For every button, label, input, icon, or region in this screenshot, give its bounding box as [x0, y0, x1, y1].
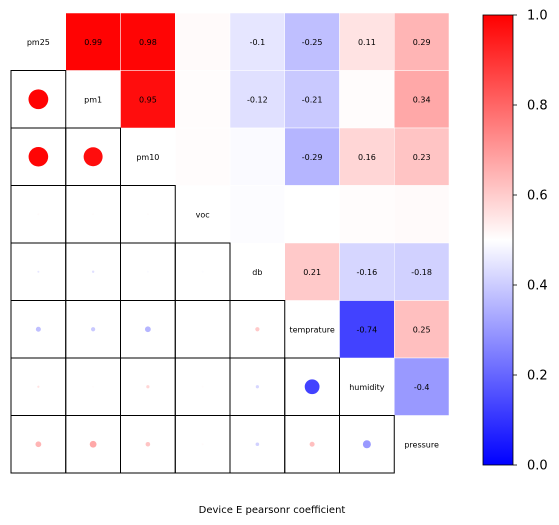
value-label-pm25-db: -0.1: [250, 38, 266, 47]
heat-cell-pm25-pressure: [394, 12, 450, 71]
heat-cell-voc-pressure: [394, 185, 450, 244]
colorbar-tick-label-0.0: 0.0: [527, 459, 548, 474]
corr-circle-pressure-db: [255, 442, 260, 447]
variable-label-pm1: pm1: [84, 95, 102, 104]
variable-label-pressure: pressure: [404, 440, 439, 449]
value-label-db-pressure: -0.18: [411, 268, 432, 277]
corr-circle-humidity-voc: [201, 385, 204, 388]
x-axis-label: Device E pearsonr coefficient: [199, 505, 346, 516]
heat-cell-temprature-pressure: [394, 300, 450, 359]
corr-circle-temprature-pm1: [91, 327, 96, 332]
colorbar-tick-label-0.6: 0.6: [527, 189, 548, 204]
heat-cell-humidity-pressure: [394, 357, 450, 416]
variable-label-temprature: temprature: [289, 325, 334, 334]
corr-circle-temprature-pm10: [144, 326, 151, 333]
corr-circle-pressure-pm25: [35, 441, 42, 448]
corr-circle-db-voc: [201, 270, 204, 273]
value-label-db-temprature: 0.21: [303, 268, 321, 277]
value-label-pm1-pressure: 0.34: [413, 95, 431, 104]
value-label-pm25-pm1: 0.99: [84, 38, 102, 47]
matrix-area: 0.99 0.98 -0.1 -0.25 0.11 0.29 0.95 -0.12 -0.21 0…: [10, 12, 450, 474]
value-label-pm1-temprature: -0.21: [302, 95, 323, 104]
heat-cell-pm1-voc: [175, 70, 231, 129]
corr-circle-db-pm25: [37, 270, 40, 273]
variable-label-voc: voc: [196, 210, 210, 219]
corr-circle-humidity-pm10: [146, 385, 150, 389]
corr-circle-pressure-pm10: [145, 441, 151, 447]
colorbar-gradient: [482, 14, 514, 466]
value-label-pm25-pm10: 0.98: [139, 38, 157, 47]
corr-circle-db-pm1: [91, 270, 95, 273]
heat-cell-pm10-db: [229, 127, 285, 186]
corr-circle-voc-pm1: [92, 213, 95, 216]
value-label-pm1-pm10: 0.95: [139, 95, 157, 104]
value-label-pm25-temprature: -0.25: [302, 38, 323, 47]
lower-cell-pressure-humidity: [339, 415, 395, 474]
corr-circle-temprature-db: [255, 327, 260, 332]
heat-cell-db-humidity: [339, 242, 395, 301]
value-label-pm10-temprature: -0.29: [302, 153, 323, 162]
heat-cell-pm25-pm1: [65, 12, 121, 71]
value-label-pm10-humidity: 0.16: [358, 153, 376, 162]
variable-label-pm10: pm10: [136, 153, 159, 162]
heat-cell-voc-temprature: [284, 185, 340, 244]
heat-cell-pm1-pm10: [120, 70, 176, 129]
corr-circle-pressure-voc: [201, 443, 204, 446]
heat-cell-pm25-humidity: [339, 12, 395, 71]
corr-circle-pressure-humidity: [362, 440, 371, 449]
corr-circle-temprature-voc: [201, 328, 204, 331]
colorbar-tick-label-0.8: 0.8: [527, 99, 548, 114]
colorbar-tick-label-0.2: 0.2: [527, 369, 548, 384]
heat-cell-pm25-pm10: [120, 12, 176, 71]
variable-label-humidity: humidity: [349, 383, 385, 392]
corr-circle-humidity-pm25: [37, 385, 40, 388]
value-label-temprature-pressure: 0.25: [413, 325, 431, 334]
corr-circle-pm10-pm1: [83, 147, 103, 167]
heat-cell-pm25-voc: [175, 12, 231, 71]
value-label-pm1-db: -0.12: [247, 95, 268, 104]
heat-cell-temprature-humidity: [339, 300, 395, 359]
heat-cell-voc-db: [229, 185, 285, 244]
heat-cell-pm10-pressure: [394, 127, 450, 186]
heat-cell-pm25-db: [229, 12, 285, 71]
corr-circle-voc-pm10: [146, 213, 149, 216]
heat-cell-pm25-temprature: [284, 12, 340, 71]
heat-cell-pm10-humidity: [339, 127, 395, 186]
corr-circle-pressure-temprature: [309, 441, 315, 447]
heat-cell-db-temprature: [284, 242, 340, 301]
value-label-temprature-humidity: -0.74: [357, 325, 378, 334]
value-label-humidity-pressure: -0.4: [414, 383, 430, 392]
variable-label-db: db: [252, 268, 262, 277]
corr-circle-humidity-temprature: [304, 379, 320, 395]
heat-cell-pm1-humidity: [339, 70, 395, 129]
variable-label-pm25: pm25: [27, 38, 50, 47]
corr-circle-humidity-pm1: [92, 385, 95, 388]
colorbar-tick-label-0.4: 0.4: [527, 279, 548, 294]
colorbar-tick-label-1.0: 1.0: [527, 9, 548, 24]
heat-cell-voc-humidity: [339, 185, 395, 244]
colorbar: 0.0 0.2 0.4 0.6 0.8 1.0: [482, 9, 548, 474]
corr-circle-pm1-pm25: [28, 89, 49, 110]
corr-circle-voc-pm25: [37, 213, 40, 216]
value-label-db-humidity: -0.16: [357, 268, 378, 277]
heat-cell-pm10-voc: [175, 127, 231, 186]
corr-circle-pm10-pm25: [28, 146, 49, 167]
corr-circle-pressure-pm1: [89, 440, 97, 448]
corr-circle-temprature-pm25: [35, 326, 41, 332]
corr-circle-humidity-db: [255, 385, 259, 389]
value-label-pm25-humidity: 0.11: [358, 38, 376, 47]
heat-cell-db-pressure: [394, 242, 450, 301]
heat-cell-pm1-pressure: [394, 70, 450, 129]
corr-circle-db-pm10: [146, 270, 149, 273]
value-label-pm25-pressure: 0.29: [413, 38, 431, 47]
value-label-pm10-pressure: 0.23: [413, 153, 431, 162]
heat-cell-pm1-db: [229, 70, 285, 129]
